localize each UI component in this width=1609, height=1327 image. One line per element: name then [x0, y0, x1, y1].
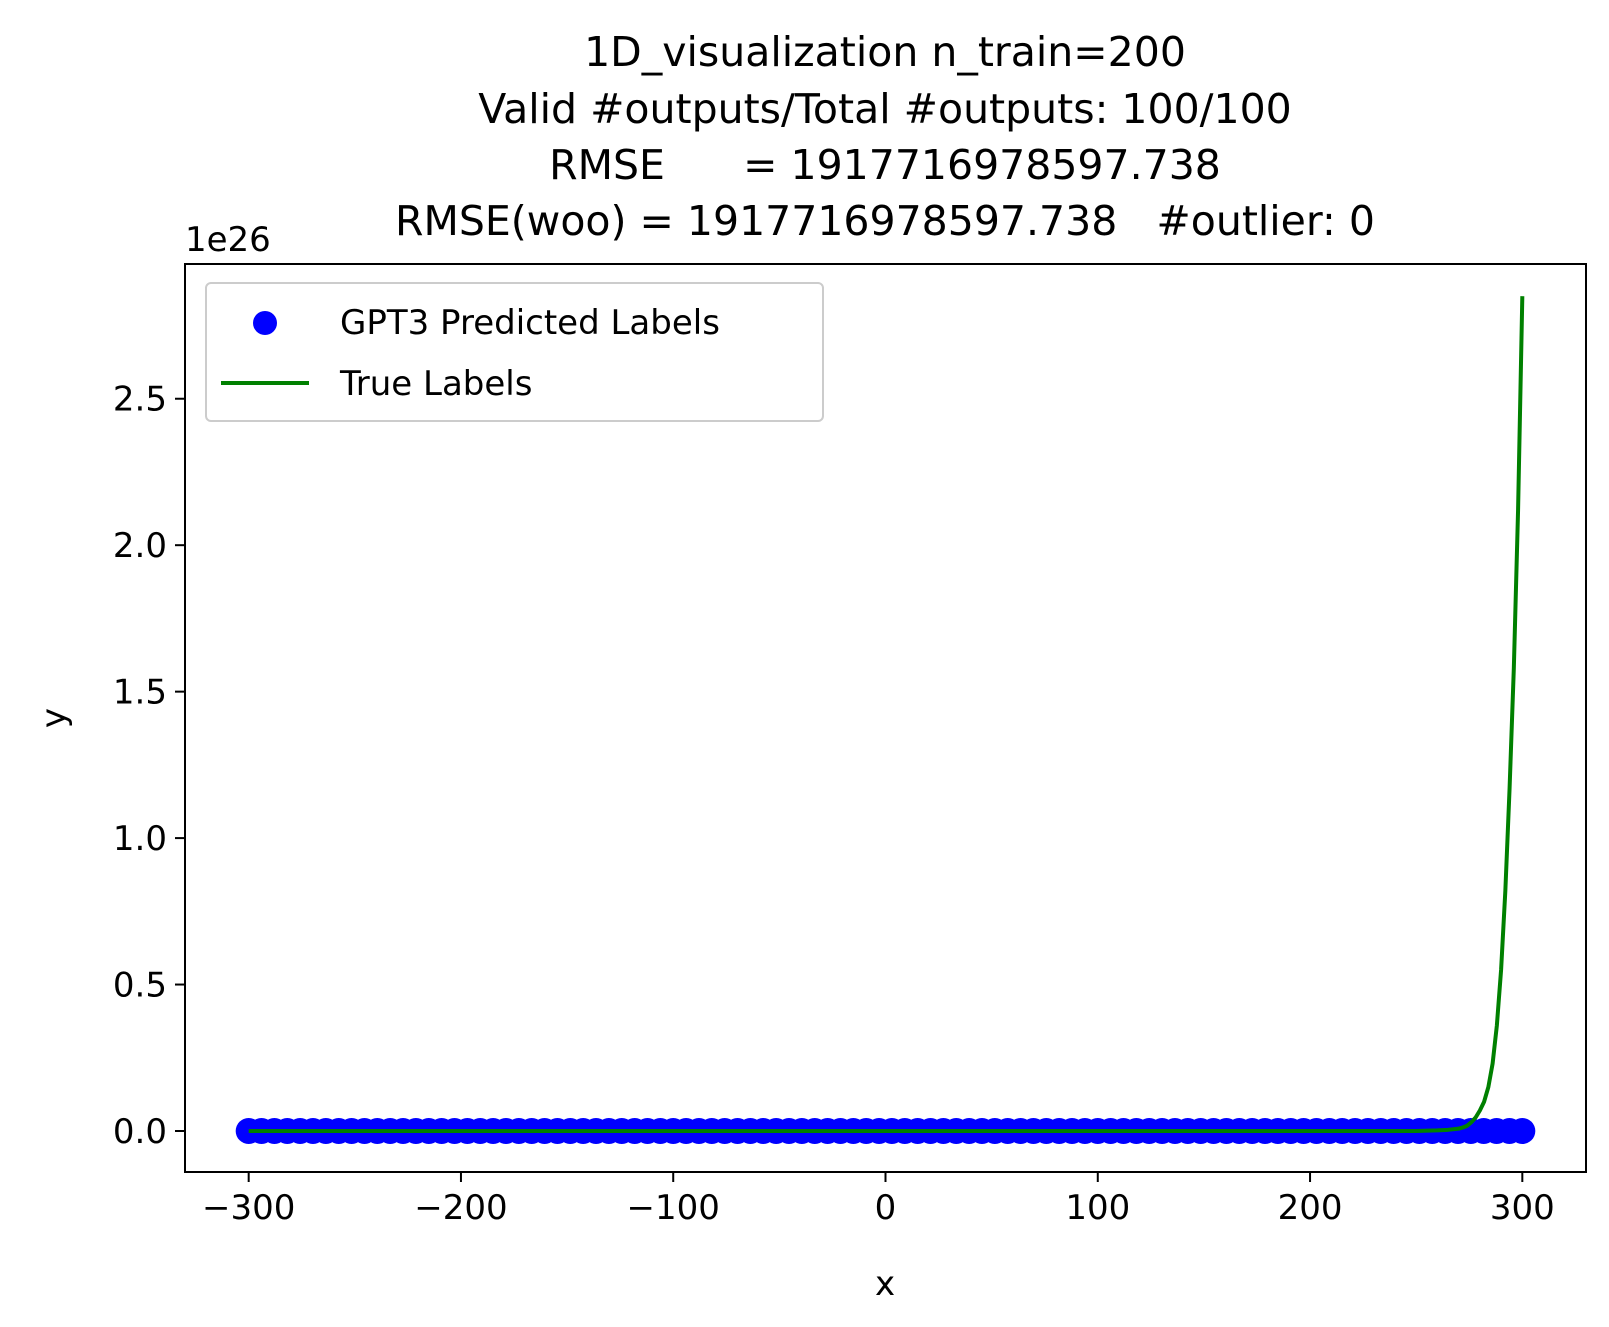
axis-ticks: −300 −200 −100 0 100 200 300 0.0 0.5 1.0 1.5 2.0 2.5 — [113, 380, 1555, 1228]
y-tick-label: 1.5 — [113, 673, 167, 713]
predicted-point — [1509, 1117, 1536, 1144]
legend-marker-predicted — [253, 311, 277, 335]
x-tick-label: 100 — [1065, 1188, 1130, 1228]
y-offset-label: 1e26 — [185, 220, 271, 260]
y-tick-label: 2.5 — [113, 380, 167, 420]
y-tick-label: 0.0 — [113, 1112, 167, 1152]
y-tick-label: 1.0 — [113, 819, 167, 859]
x-axis-label: x — [875, 1264, 895, 1304]
x-tick-label: 0 — [875, 1188, 897, 1228]
title-line-1: 1D_visualization n_train=200 — [584, 28, 1186, 76]
legend-frame — [205, 282, 824, 422]
y-tick-label: 2.0 — [113, 526, 167, 566]
y-axis-label: y — [34, 708, 74, 728]
legend: GPT3 Predicted Labels True Labels — [205, 282, 824, 422]
x-tick-label: 200 — [1278, 1188, 1343, 1228]
legend-label-true: True Labels — [339, 364, 532, 404]
title-line-2: Valid #outputs/Total #outputs: 100/100 — [478, 85, 1292, 133]
title-line-3: RMSE = 1917716978597.738 — [549, 141, 1221, 189]
plot-frame — [184, 263, 1587, 1173]
chart-title: 1D_visualization n_train=200 Valid #outp… — [395, 28, 1375, 245]
x-tick-label: −100 — [627, 1188, 720, 1228]
x-tick-label: 300 — [1490, 1188, 1555, 1228]
x-tick-label: −200 — [414, 1188, 507, 1228]
x-tick-label: −300 — [202, 1188, 295, 1228]
plot-area — [235, 296, 1536, 1144]
y-tick-label: 0.5 — [113, 966, 167, 1006]
title-line-4: RMSE(woo) = 1917716978597.738 #outlier: … — [395, 197, 1375, 245]
legend-label-predicted: GPT3 Predicted Labels — [340, 303, 720, 343]
true-labels-line — [248, 296, 1525, 1133]
